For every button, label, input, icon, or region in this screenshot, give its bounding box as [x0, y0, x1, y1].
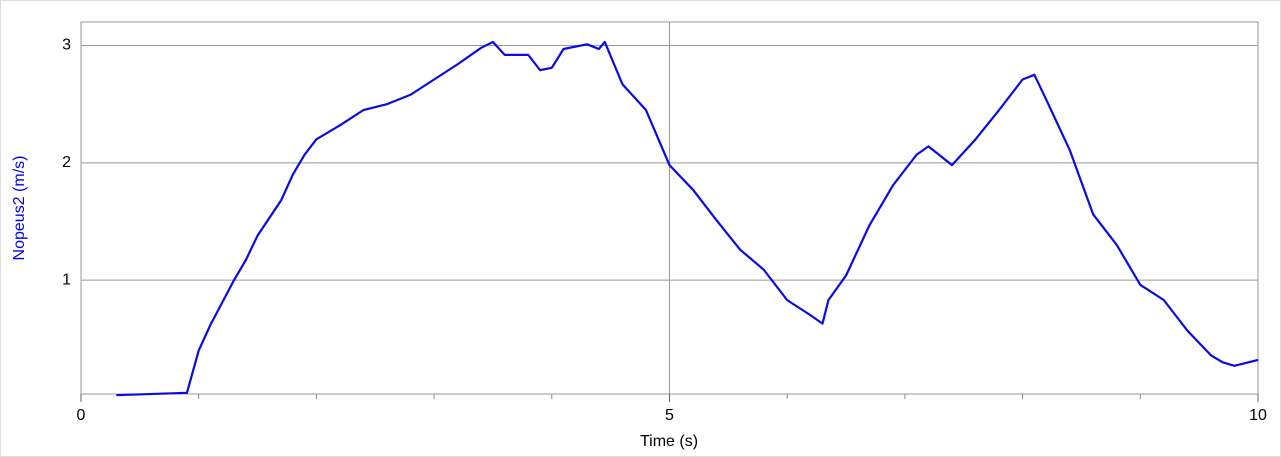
x-tick-label: 10 [1249, 407, 1267, 424]
x-axis-label: Time (s) [640, 433, 698, 450]
y-tick-label: 3 [62, 37, 71, 54]
y-axis-label: Nopeus2 (m/s) [11, 156, 28, 261]
x-tick-label: 5 [665, 407, 674, 424]
x-tick-label: 0 [77, 407, 86, 424]
y-tick-label: 1 [62, 271, 71, 288]
data-line [116, 40, 1259, 397]
y-tick-label: 2 [62, 154, 71, 171]
